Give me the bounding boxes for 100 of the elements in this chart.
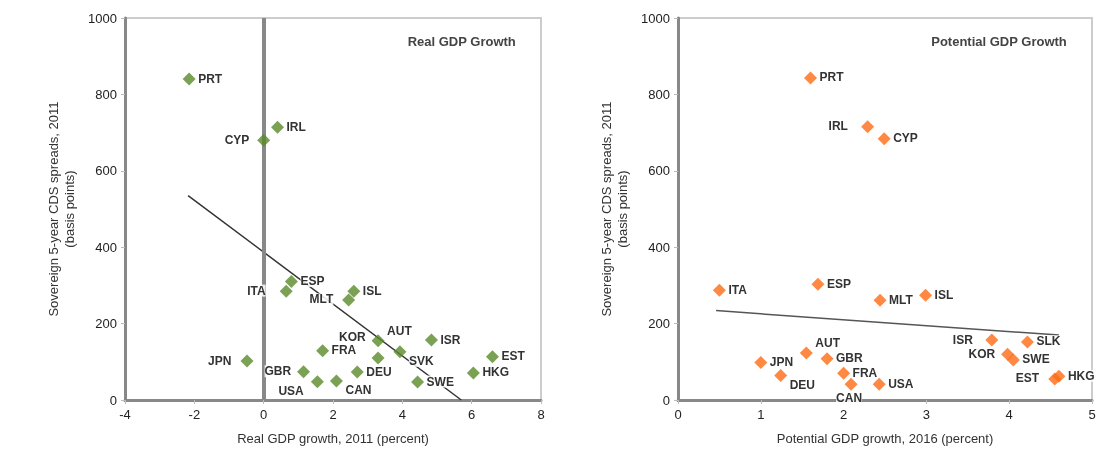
point (279, 284, 293, 298)
point (1052, 369, 1066, 383)
annotation: AUT (815, 336, 841, 351)
y-axis-title: Sovereign 5-year CDS spreads, 2011 (basis points) (598, 101, 630, 317)
annotation: EST (501, 349, 526, 364)
annotation: ESP (300, 274, 325, 289)
annotation: PRT (819, 70, 845, 85)
y-tick-label: 800 (648, 86, 670, 102)
y-tick-label: 0 (662, 392, 670, 408)
annotation: HKG (482, 365, 510, 380)
annotation: ITA (728, 282, 748, 297)
annotation: FRA (852, 365, 878, 380)
x-tick-label: 1 (757, 407, 765, 422)
point (1020, 335, 1034, 349)
annotation: EST (1015, 371, 1040, 386)
point (257, 133, 271, 147)
annotation: SVK (408, 353, 434, 368)
annotation: MLT (889, 292, 914, 307)
annotation: PRT (198, 71, 223, 86)
annotation: IRL (828, 119, 848, 134)
annotation: USA (888, 376, 914, 391)
annotation: GBR (264, 364, 292, 379)
point (240, 354, 254, 368)
annotation: ISR (952, 332, 974, 347)
x-tick-label: -4 (119, 407, 131, 422)
point (712, 283, 726, 297)
annotation: AUT (387, 323, 413, 338)
x-tick-label: 2 (329, 407, 337, 422)
y-tick-label: 1000 (88, 10, 117, 26)
point (271, 120, 285, 134)
annotation: ESP (826, 276, 851, 291)
y-tick-label: 1000 (641, 10, 670, 26)
point (284, 275, 298, 289)
x-axis-title: Real GDP growth, 2011 (percent) (237, 430, 429, 446)
point (466, 366, 480, 380)
annotation: KOR (968, 346, 996, 361)
point (371, 334, 385, 348)
annotation: FRA (331, 343, 357, 358)
point (837, 366, 851, 380)
y-axis-title: Sovereign 5-year CDS spreads, 2011 (basis points) (45, 101, 77, 317)
point (342, 293, 356, 307)
annotation: CAN (836, 391, 863, 406)
point (985, 333, 999, 347)
y-tick-label: 400 (648, 239, 670, 255)
y-tick-label: 0 (109, 392, 117, 408)
point (919, 288, 933, 302)
annotation: MLT (309, 292, 335, 307)
y-tick-label: 800 (95, 86, 117, 102)
point (861, 120, 875, 134)
point (872, 377, 886, 391)
point (811, 277, 825, 291)
x-tick-label: 8 (537, 407, 545, 422)
point (774, 369, 788, 383)
point (1006, 353, 1020, 367)
point (310, 375, 324, 389)
point (329, 374, 343, 388)
point (485, 350, 499, 364)
annotation: JPN (769, 355, 794, 370)
x-tick-label: 0 (674, 407, 682, 422)
annotation: DEU (789, 377, 816, 392)
point (803, 71, 817, 85)
x-axis-title: Potential GDP growth, 2016 (percent) (776, 430, 994, 446)
point (844, 377, 858, 391)
point (873, 293, 887, 307)
x-tick-label: 6 (468, 407, 476, 422)
y-tick-label: 400 (95, 239, 117, 255)
annotation: KOR (339, 329, 367, 344)
annotation: ISL (934, 287, 954, 302)
annotation: SWE (426, 374, 454, 389)
point (820, 352, 834, 366)
annotation: JPN (208, 353, 232, 368)
y-tick-label: 600 (648, 163, 670, 179)
point (316, 344, 330, 358)
x-tick-label: 4 (1005, 407, 1013, 422)
annotation: SWE (1022, 352, 1050, 367)
text: Potential GDP Growth (931, 34, 1067, 49)
x-tick-label: 0 (260, 407, 268, 422)
annotation: USA (278, 383, 305, 398)
point (182, 72, 196, 86)
point (393, 345, 407, 359)
annotation: ISR (440, 332, 461, 347)
annotation: DEU (366, 364, 392, 379)
x-tick-label: -2 (188, 407, 201, 422)
annotation: GBR (836, 351, 864, 366)
x-tick-label: 2 (839, 407, 848, 422)
point (754, 356, 768, 370)
y-tick-label: 600 (95, 163, 117, 179)
point (877, 132, 891, 146)
point (799, 346, 813, 360)
point (297, 365, 311, 379)
annotation: CAN (345, 382, 372, 397)
x-tick-label: 5 (1088, 407, 1096, 422)
point (350, 365, 364, 379)
text: Real GDP Growth (407, 34, 516, 49)
x-tick-label: 3 (922, 407, 931, 422)
annotation: ISL (362, 283, 382, 298)
point (371, 351, 385, 365)
annotation: IRL (286, 119, 306, 134)
annotation: CYP (224, 132, 250, 147)
annotation: CYP (893, 131, 918, 146)
